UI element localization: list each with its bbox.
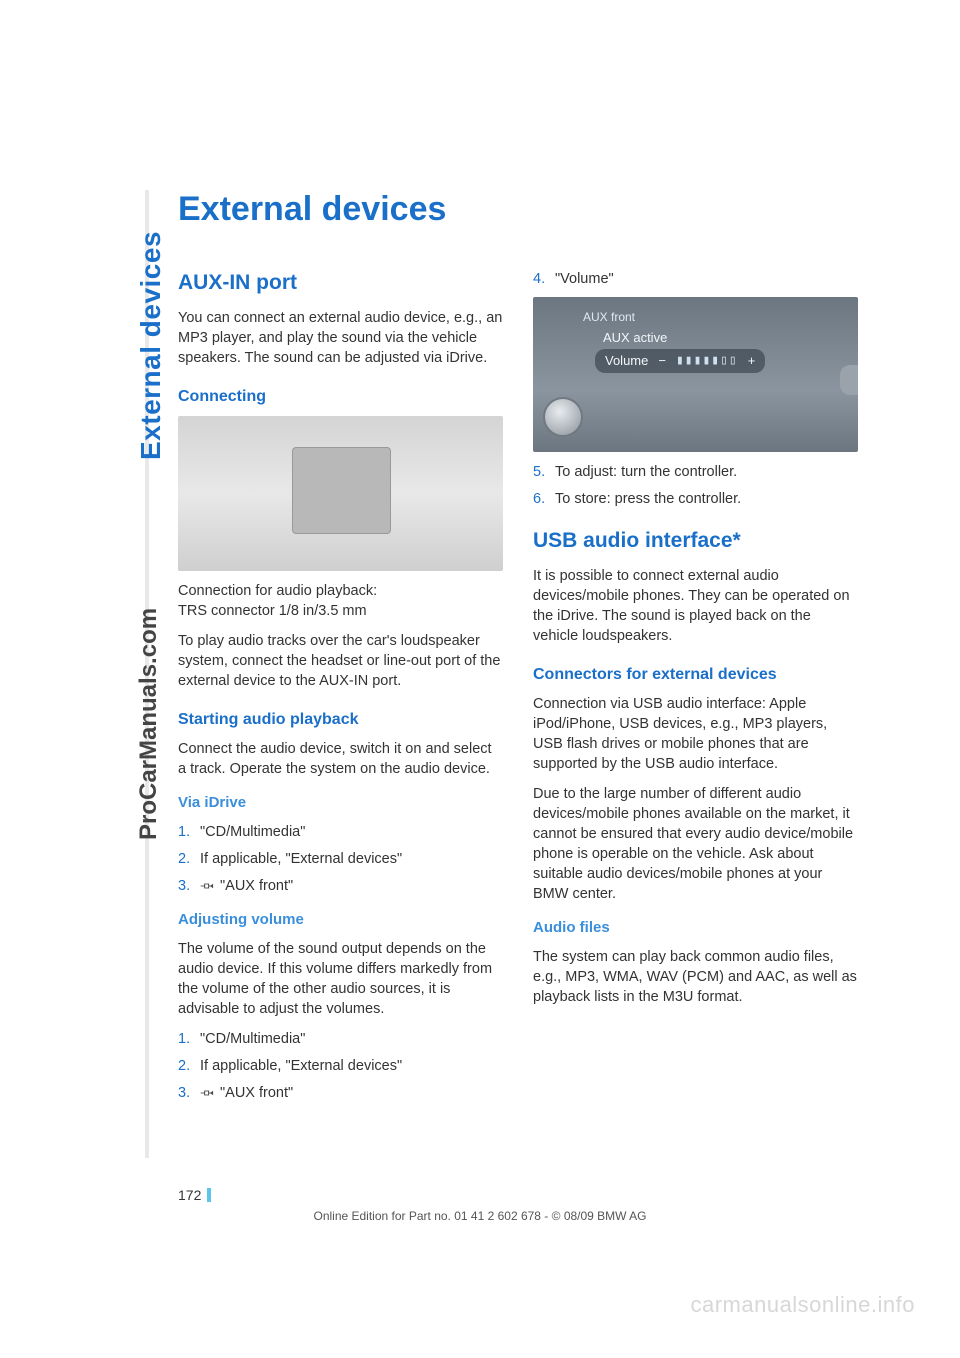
aux-intro-text: You can connect an external audio device… <box>178 308 503 368</box>
list-number: 6. <box>533 489 555 509</box>
columns: AUX-IN port You can connect an external … <box>178 269 858 1111</box>
connectors-p2: Due to the large number of different aud… <box>533 784 858 904</box>
list-number: 3. <box>178 876 200 896</box>
sidebar-section-label: External devices <box>135 231 167 460</box>
adjust-list: 1."CD/Multimedia" 2.If applicable, "Exte… <box>178 1029 503 1103</box>
list-number: 1. <box>178 1029 200 1049</box>
conn-line1: Connection for audio playback: <box>178 583 377 599</box>
list-text: To adjust: turn the controller. <box>555 462 858 482</box>
list-text: To store: press the controller. <box>555 489 858 509</box>
screen-row-volume: Volume − ▮▮▮▮▮▯▯ + <box>595 349 765 373</box>
list-number: 5. <box>533 462 555 482</box>
heading-usb: USB audio interface* <box>533 527 858 556</box>
watermark: carmanualsonline.info <box>690 1292 915 1318</box>
list-text-inner: "AUX front" <box>220 878 293 894</box>
screen-plus: + <box>748 352 756 370</box>
connector-icon <box>200 881 216 891</box>
list-number: 3. <box>178 1083 200 1103</box>
list-text: "AUX front" <box>200 876 503 896</box>
audio-files-p: The system can play back common audio fi… <box>533 947 858 1007</box>
page-number-accent <box>207 1188 211 1202</box>
list-number: 1. <box>178 822 200 842</box>
list-item: 3. "AUX front" <box>178 876 503 896</box>
heading-adjusting-volume: Adjusting volume <box>178 910 503 931</box>
sidebar-site-label: ProCarManuals.com <box>135 608 163 840</box>
screen-header: AUX front <box>583 309 635 326</box>
list-number: 4. <box>533 269 555 289</box>
list-item: 6.To store: press the controller. <box>533 489 858 509</box>
list-text: "CD/Multimedia" <box>200 1029 503 1049</box>
page-number-wrap: 172 <box>178 1187 211 1203</box>
list-text: If applicable, "External devices" <box>200 1056 503 1076</box>
list-item: 2.If applicable, "External devices" <box>178 1056 503 1076</box>
page-number: 172 <box>178 1187 201 1203</box>
screen-side-knob-icon <box>840 365 858 395</box>
screen-minus: − <box>658 352 666 370</box>
heading-via-idrive: Via iDrive <box>178 793 503 814</box>
list-text-inner: "AUX front" <box>220 1085 293 1101</box>
list-text: "CD/Multimedia" <box>200 822 503 842</box>
screen-volume-label: Volume <box>605 352 648 370</box>
connection-line: Connection for audio playback: TRS conne… <box>178 581 503 621</box>
content-area: External devices AUX-IN port You can con… <box>178 190 858 1111</box>
list-text: "Volume" <box>555 269 858 289</box>
left-column: AUX-IN port You can connect an external … <box>178 269 503 1111</box>
adjust-p: The volume of the sound output depends o… <box>178 939 503 1019</box>
list-text: If applicable, "External devices" <box>200 849 503 869</box>
connection-p2: To play audio tracks over the car's loud… <box>178 631 503 691</box>
image-idrive-screen: AUX front AUX active Volume − ▮▮▮▮▮▯▯ + <box>533 297 858 452</box>
screen-volume-bars: ▮▮▮▮▮▯▯ <box>676 352 738 370</box>
heading-aux-in: AUX-IN port <box>178 269 503 298</box>
screen-knob-icon <box>543 397 583 437</box>
list-number: 2. <box>178 1056 200 1076</box>
continued-list-bottom: 5.To adjust: turn the controller. 6.To s… <box>533 462 858 509</box>
connectors-p1: Connection via USB audio interface: Appl… <box>533 694 858 774</box>
connector-icon <box>200 1088 216 1098</box>
heading-connectors: Connectors for external devices <box>533 664 858 686</box>
starting-p: Connect the audio device, switch it on a… <box>178 739 503 779</box>
list-text: "AUX front" <box>200 1083 503 1103</box>
list-item: 3. "AUX front" <box>178 1083 503 1103</box>
list-number: 2. <box>178 849 200 869</box>
page: External devices ProCarManuals.com Exter… <box>0 0 960 1358</box>
page-title: External devices <box>178 190 858 229</box>
image-console <box>178 416 503 571</box>
list-item: 5.To adjust: turn the controller. <box>533 462 858 482</box>
heading-starting: Starting audio playback <box>178 709 503 731</box>
right-column: 4."Volume" AUX front AUX active Volume −… <box>533 269 858 1111</box>
via-idrive-list: 1."CD/Multimedia" 2.If applicable, "Exte… <box>178 822 503 896</box>
usb-intro: It is possible to connect external audio… <box>533 566 858 646</box>
conn-line2: TRS connector 1/8 in/3.5 mm <box>178 603 367 619</box>
list-item: 1."CD/Multimedia" <box>178 822 503 842</box>
continued-list-top: 4."Volume" <box>533 269 858 289</box>
screen-row-aux-active: AUX active <box>603 329 667 347</box>
list-item: 4."Volume" <box>533 269 858 289</box>
list-item: 1."CD/Multimedia" <box>178 1029 503 1049</box>
heading-audio-files: Audio files <box>533 918 858 939</box>
footer-text: Online Edition for Part no. 01 41 2 602 … <box>0 1209 960 1223</box>
list-item: 2.If applicable, "External devices" <box>178 849 503 869</box>
heading-connecting: Connecting <box>178 386 503 408</box>
